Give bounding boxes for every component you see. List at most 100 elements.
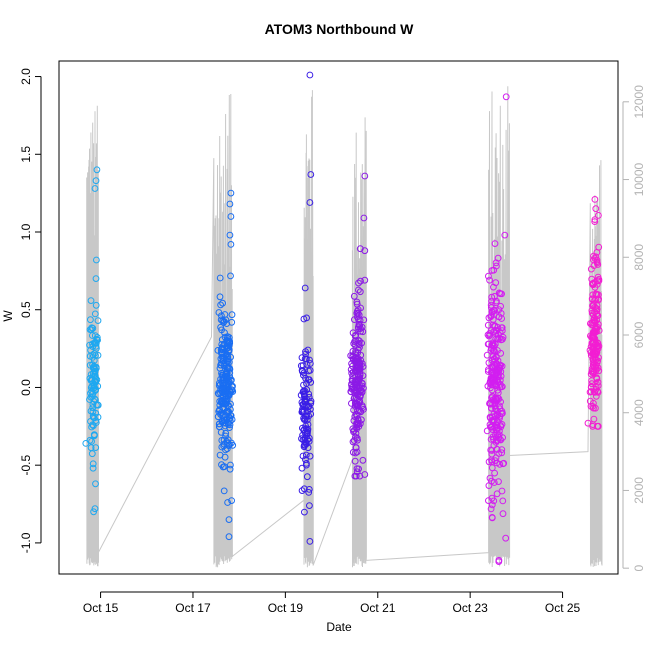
data-point [216, 451, 224, 459]
data-point [484, 368, 492, 375]
data-point [502, 93, 510, 101]
data-point [502, 534, 510, 542]
data-point [497, 302, 505, 310]
y2-tick-label: 10000 [632, 162, 646, 196]
secondary-line [86, 86, 603, 568]
data-point [304, 427, 312, 435]
data-point [216, 420, 223, 428]
data-point [351, 338, 359, 346]
x-tick-label: Oct 17 [175, 601, 211, 615]
data-point [351, 457, 359, 465]
data-point [305, 486, 313, 493]
data-point [484, 331, 492, 339]
data-point [227, 461, 234, 469]
data-point [487, 423, 494, 431]
data-point [298, 354, 306, 362]
data-point [355, 321, 363, 329]
y2-tick-label: 4000 [632, 399, 646, 426]
series-cluster-3 [297, 71, 315, 545]
data-point [592, 385, 600, 393]
data-point [302, 438, 310, 446]
data-point [224, 340, 232, 348]
data-point [92, 377, 99, 385]
data-point [348, 376, 356, 384]
data-point [361, 471, 369, 478]
x-tick-label: Oct 21 [360, 601, 396, 615]
data-point [487, 400, 494, 408]
data-point [356, 397, 364, 404]
data-point [352, 444, 360, 451]
data-point [595, 212, 602, 219]
data-point [594, 342, 601, 350]
data-point [303, 473, 311, 481]
data-point [595, 367, 603, 375]
data-point [495, 306, 503, 314]
data-point [214, 413, 222, 421]
data-point [495, 478, 502, 486]
points-layer [82, 71, 603, 565]
data-point [353, 298, 361, 306]
y2-tick-label: 2000 [632, 477, 646, 504]
data-point [227, 272, 234, 280]
data-point [219, 299, 227, 307]
data-point [486, 379, 494, 387]
data-point [219, 463, 227, 471]
data-point [224, 499, 232, 506]
data-point [360, 406, 367, 413]
x-tick-label: Oct 15 [83, 601, 119, 615]
data-point [300, 443, 308, 451]
data-point [491, 240, 499, 248]
y-tick-label: 1.0 [19, 223, 33, 240]
data-point [91, 310, 99, 318]
data-point [488, 464, 496, 472]
data-point [303, 430, 311, 438]
data-point [355, 423, 363, 430]
data-point [221, 422, 229, 430]
data-point [496, 380, 504, 388]
data-point [226, 421, 234, 429]
data-point [227, 353, 235, 361]
data-point [490, 328, 498, 336]
data-point [300, 315, 308, 323]
x-axis-label: Date [326, 620, 352, 634]
data-point [361, 247, 369, 255]
data-point [498, 324, 506, 332]
data-point [497, 310, 505, 317]
data-point [494, 389, 502, 397]
data-point [304, 421, 312, 428]
data-point [349, 362, 356, 370]
data-point [494, 431, 501, 439]
data-point [490, 435, 497, 443]
data-point [227, 241, 235, 248]
data-point [494, 364, 502, 372]
data-point [588, 321, 595, 329]
data-point [349, 438, 357, 446]
data-point [356, 288, 364, 296]
data-point [299, 362, 307, 369]
data-point [589, 311, 597, 319]
data-point [86, 361, 94, 369]
data-point [489, 400, 497, 408]
data-point [228, 311, 236, 319]
data-point [349, 354, 357, 361]
data-point [217, 349, 225, 356]
series-cluster-5 [483, 93, 510, 565]
y-axis-label: W [1, 310, 15, 322]
data-point [357, 277, 364, 285]
data-point [589, 291, 597, 299]
data-point [300, 371, 307, 379]
data-point [306, 199, 314, 206]
data-point [489, 375, 497, 383]
data-point [498, 362, 506, 370]
data-point [594, 261, 602, 268]
data-point [219, 356, 227, 364]
data-point [498, 487, 506, 495]
data-point [220, 487, 228, 495]
data-point [223, 396, 231, 404]
data-point [306, 452, 314, 460]
data-point [219, 400, 227, 407]
data-point [224, 333, 232, 341]
data-point [225, 337, 232, 345]
data-point [360, 214, 368, 222]
